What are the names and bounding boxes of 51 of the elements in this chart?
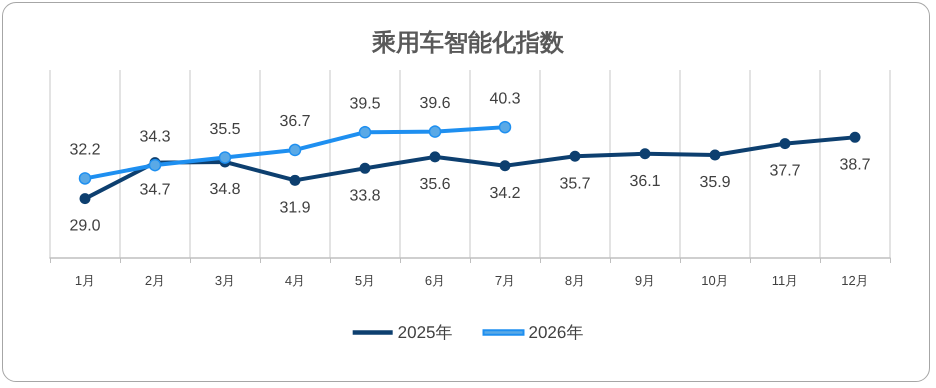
data-label: 39.6 bbox=[419, 94, 451, 112]
data-label: 40.3 bbox=[489, 90, 521, 108]
legend-label: 2026年 bbox=[528, 323, 584, 342]
point bbox=[498, 120, 512, 134]
point bbox=[640, 148, 650, 160]
x-tick-label: 10月 bbox=[701, 273, 729, 288]
point bbox=[710, 150, 720, 161]
x-tick-label: 5月 bbox=[354, 273, 376, 288]
data-label: 37.7 bbox=[769, 162, 801, 180]
data-label: 36.1 bbox=[629, 172, 661, 190]
point bbox=[148, 158, 162, 172]
data-label: 36.7 bbox=[279, 113, 311, 130]
point bbox=[80, 193, 90, 204]
x-tick-label: 9月 bbox=[634, 273, 656, 288]
x-tick-label: 12月 bbox=[841, 273, 869, 288]
data-label: 33.8 bbox=[349, 187, 381, 204]
x-tick-label: 8月 bbox=[564, 273, 586, 288]
point bbox=[570, 150, 580, 162]
data-label: 35.5 bbox=[209, 120, 241, 138]
point bbox=[290, 174, 300, 186]
data-label: 34.8 bbox=[209, 180, 241, 198]
x-tick-label: 3月 bbox=[214, 273, 236, 288]
point bbox=[288, 144, 302, 156]
data-label: 34.2 bbox=[489, 184, 521, 202]
point bbox=[500, 160, 510, 172]
point bbox=[358, 126, 372, 138]
point bbox=[780, 138, 790, 150]
point bbox=[428, 125, 442, 138]
point bbox=[78, 172, 92, 185]
legend-label: 2025年 bbox=[398, 323, 453, 342]
data-label: 34.3 bbox=[139, 128, 171, 146]
data-label: 39.5 bbox=[349, 95, 381, 112]
x-tick-label: 4月 bbox=[284, 273, 306, 288]
data-label: 31.9 bbox=[279, 199, 311, 216]
x-tick-label: 1月 bbox=[74, 273, 96, 288]
data-label: 34.7 bbox=[139, 182, 171, 199]
data-label: 35.7 bbox=[559, 175, 591, 192]
chart-title: 乘用车智能化指数 bbox=[371, 30, 565, 56]
data-label: 38.7 bbox=[839, 156, 871, 174]
x-tick-label: 6月 bbox=[424, 273, 446, 288]
point bbox=[850, 132, 860, 143]
point bbox=[218, 151, 232, 164]
data-label: 35.6 bbox=[419, 176, 451, 193]
x-tick-label: 11月 bbox=[772, 273, 798, 288]
x-tick-label: 7月 bbox=[494, 273, 516, 288]
x-tick-label: 2月 bbox=[144, 273, 166, 288]
data-label: 29.0 bbox=[69, 218, 101, 235]
data-label: 32.2 bbox=[69, 142, 101, 159]
point bbox=[360, 162, 370, 174]
data-label: 35.9 bbox=[699, 174, 731, 192]
point bbox=[430, 151, 440, 162]
